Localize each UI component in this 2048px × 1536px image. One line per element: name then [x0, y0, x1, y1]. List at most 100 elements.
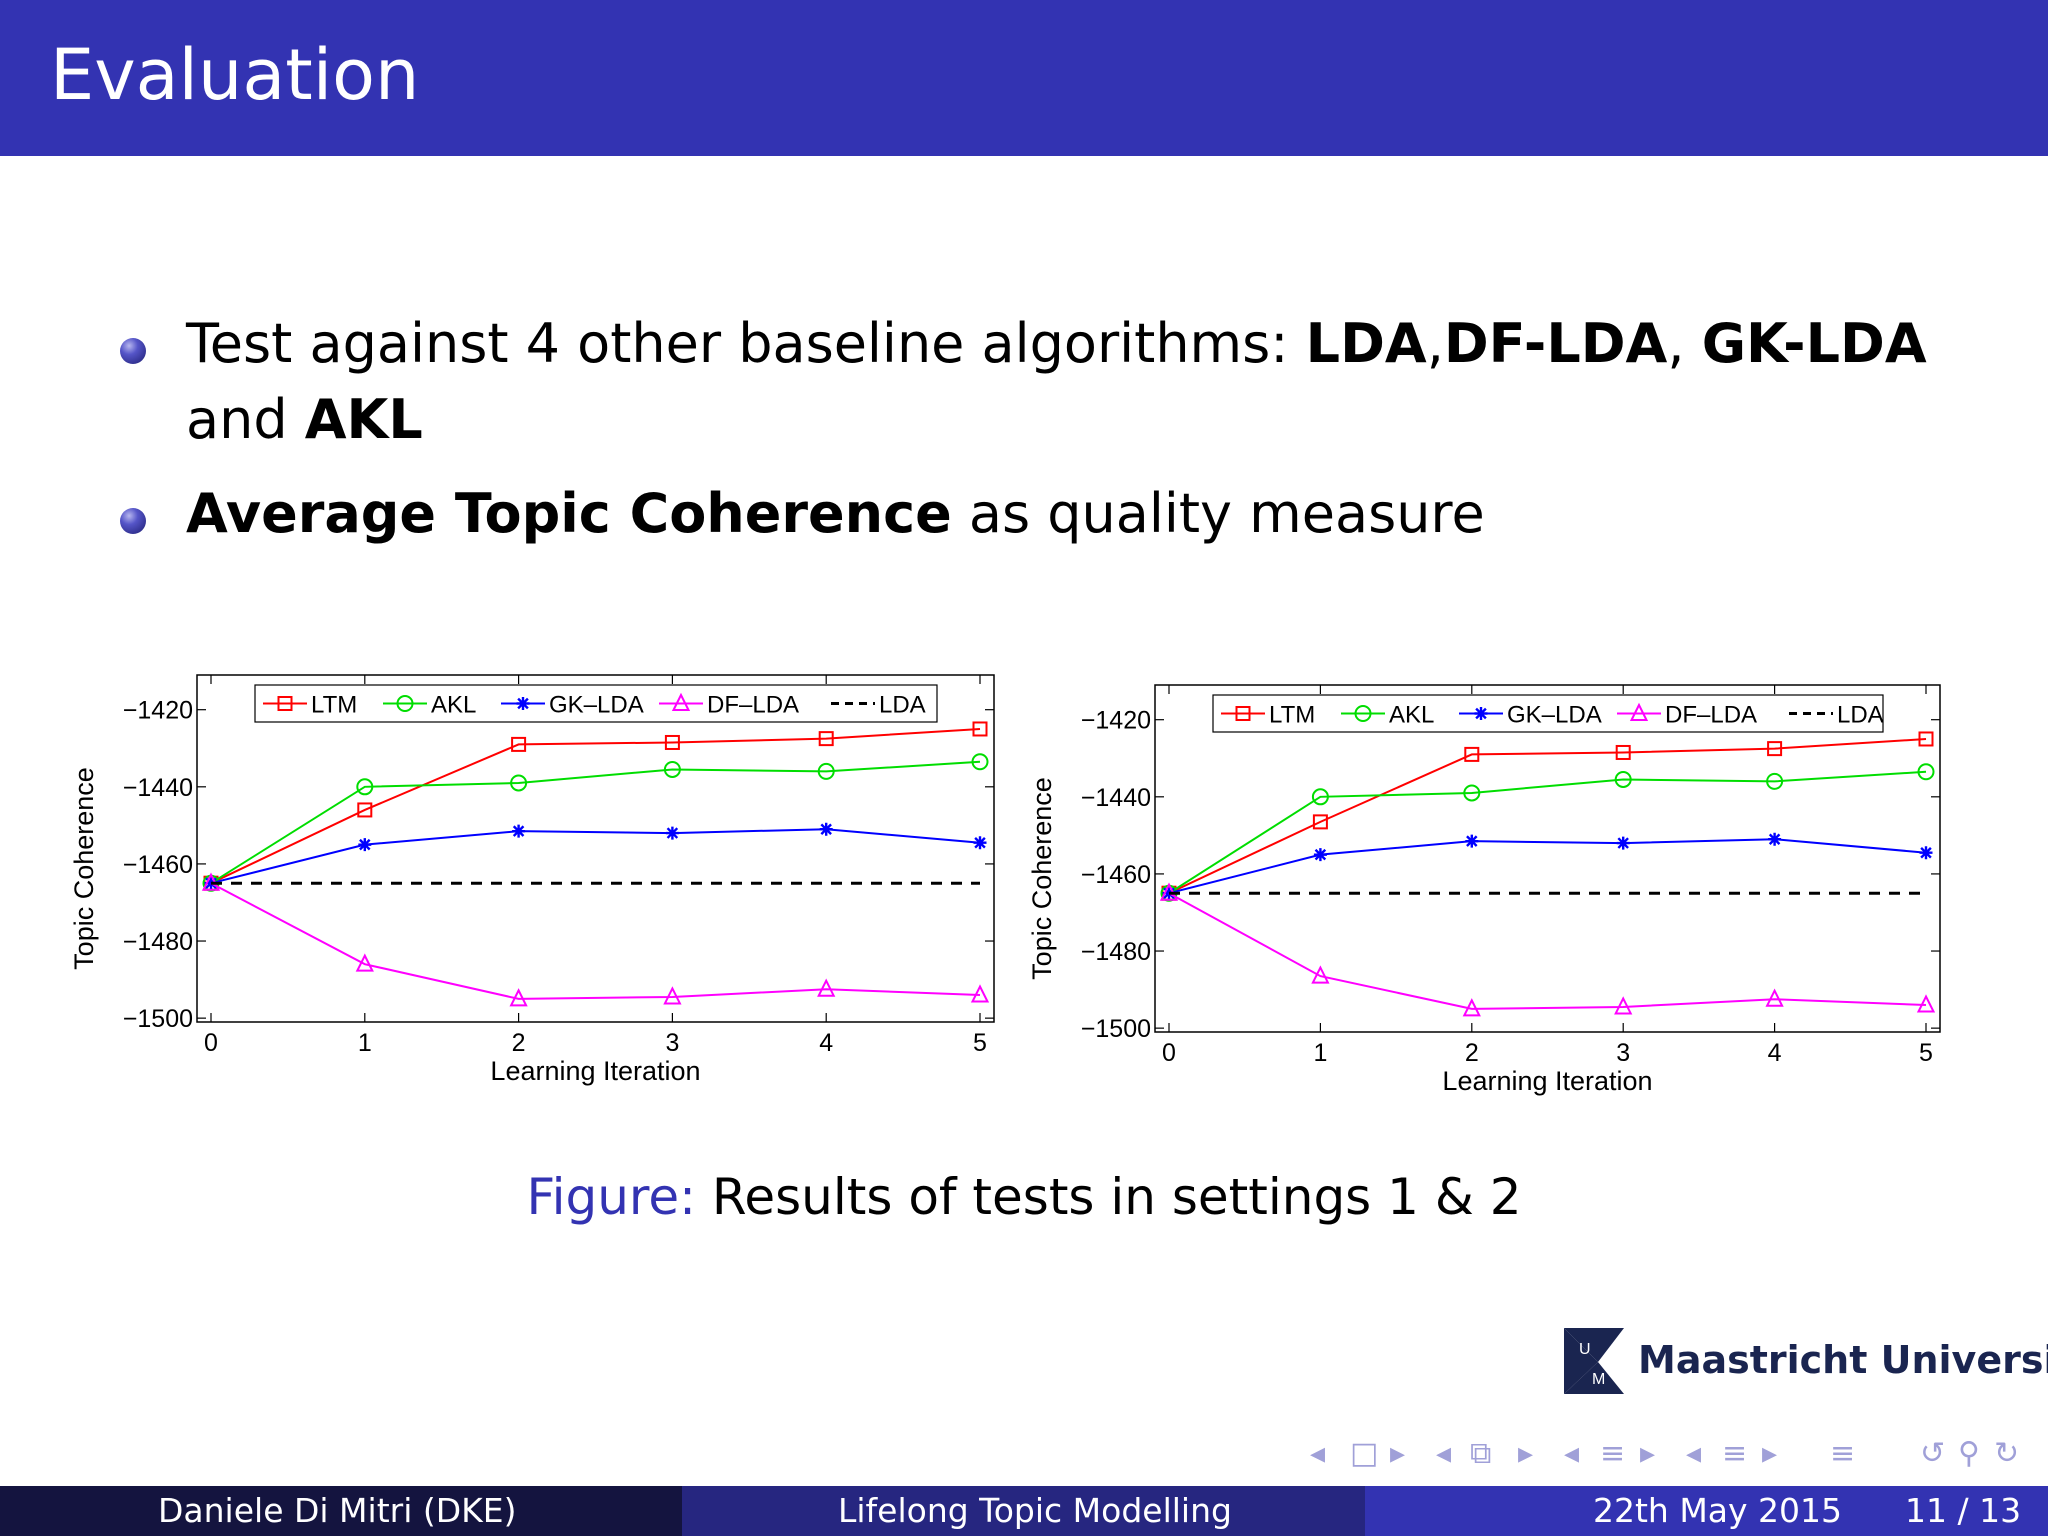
legend-marker	[516, 697, 530, 710]
nav-prev-subsection-icon[interactable]: ◂	[1436, 1436, 1452, 1471]
data-point	[819, 822, 833, 836]
series-ltm	[1161, 731, 1934, 901]
data-point	[817, 762, 835, 780]
nav-next-subsection-icon[interactable]: ▸	[1518, 1436, 1534, 1471]
x-tick-label: 0	[204, 1029, 218, 1057]
legend-label: AKL	[431, 692, 476, 719]
footer-title: Lifelong Topic Modelling	[838, 1491, 1232, 1530]
data-point	[1917, 763, 1935, 781]
y-tick-label: −1440	[1081, 784, 1151, 812]
data-point	[665, 826, 679, 840]
data-point	[1462, 998, 1481, 1017]
plot-area	[1154, 684, 1941, 1033]
footer-author-segment: Daniele Di Mitri (DKE)	[0, 1486, 682, 1536]
bullet-text-line: Average Topic Coherence as quality measu…	[186, 482, 1485, 545]
bullet-text-line1: Test against 4 other baseline algorithms…	[186, 312, 1927, 375]
nav-next-section-icon[interactable]: ▸	[1640, 1436, 1656, 1471]
x-tick-label: 2	[1465, 1039, 1479, 1067]
series-line	[210, 828, 981, 885]
y-axis-label: Topic Coherence	[1027, 777, 1057, 980]
legend-marker	[671, 692, 691, 711]
series-line	[210, 727, 981, 885]
legend-marker	[396, 695, 414, 712]
figure-caption: Figure: Results of tests in settings 1 &…	[0, 1168, 2048, 1226]
beamer-navigation: ◂ □ ▸ ◂ ⧉ ▸ ◂ ≡ ▸ ◂ ≡ ▸ ≡ ↺ ⚲ ↻	[1310, 1436, 2030, 1476]
slide-title: Evaluation	[50, 34, 420, 116]
x-tick-label: 5	[1919, 1039, 1933, 1067]
nav-subsection-icon: ⧉	[1470, 1436, 1492, 1471]
x-tick-label: 1	[358, 1029, 372, 1057]
svg-text:U: U	[1579, 1341, 1591, 1358]
chart-setting-1: −1420 −1440 −1460 −1480 −1500 0 1 2 3 4 5 Learning …	[69, 674, 995, 1086]
data-point	[1465, 834, 1479, 848]
nav-next-frame-icon[interactable]: ▸	[1390, 1436, 1406, 1471]
x-tick-label: 3	[1616, 1039, 1630, 1067]
footer-author: Daniele Di Mitri (DKE)	[158, 1491, 517, 1530]
legend-label: AKL	[1389, 702, 1434, 729]
nav-prev-doc-icon[interactable]: ◂	[1686, 1436, 1702, 1471]
data-point	[1768, 832, 1782, 846]
data-point	[973, 836, 987, 850]
university-logo: U M Maastricht University	[1562, 1322, 2048, 1402]
series-akl	[202, 753, 989, 892]
y-tick-label: −1480	[1081, 938, 1151, 966]
series-dflda	[1159, 882, 1936, 1017]
series-line	[1168, 770, 1927, 895]
data-point	[1767, 741, 1783, 757]
series-line	[1168, 838, 1927, 895]
x-tick-label: 1	[1313, 1039, 1327, 1067]
nav-frame-icon: □	[1350, 1436, 1379, 1471]
data-point	[357, 802, 373, 818]
footer-title-segment: Lifelong Topic Modelling	[682, 1486, 1365, 1536]
y-tick-label: −1420	[123, 697, 193, 725]
data-point	[970, 984, 990, 1003]
figure-caption-text: Results of tests in settings 1 & 2	[695, 1168, 1522, 1226]
nav-search-icon[interactable]: ⚲	[1958, 1436, 1980, 1471]
data-point	[355, 953, 374, 972]
legend-label: LTM	[311, 692, 357, 719]
footer-page-number: 11 / 13	[1905, 1491, 2022, 1530]
y-tick-label: −1500	[1081, 1015, 1151, 1043]
nav-next-doc-icon[interactable]: ▸	[1762, 1436, 1778, 1471]
data-point	[1313, 848, 1327, 862]
series-dflda	[201, 872, 990, 1007]
x-tick-label: 4	[1768, 1039, 1782, 1067]
footer-date: 22th May 2015	[1593, 1491, 1843, 1530]
series-line	[1168, 737, 1927, 895]
nav-prev-section-icon[interactable]: ◂	[1564, 1436, 1580, 1471]
data-point	[1916, 994, 1936, 1013]
x-tick-label: 4	[819, 1029, 833, 1057]
bullet-ball-icon	[120, 508, 146, 534]
series-line	[210, 882, 981, 1000]
data-point	[818, 731, 834, 747]
legend-label: GK–LDA	[549, 692, 644, 719]
data-point	[509, 988, 528, 1007]
data-point	[1919, 846, 1933, 860]
data-point	[1464, 746, 1480, 762]
um-logo-icon: U M	[1564, 1328, 1624, 1394]
data-point	[664, 734, 680, 750]
legend: LTM AKL GK–LDA DF–LDA LDA	[254, 684, 938, 723]
nav-doc-icon: ≡	[1722, 1436, 1748, 1471]
legend-label: LDA	[1837, 702, 1884, 729]
y-tick-label: −1460	[1081, 861, 1151, 889]
y-tick-label: −1480	[123, 928, 193, 956]
data-point	[663, 986, 682, 1005]
nav-section-icon: ≡	[1600, 1436, 1626, 1471]
data-point	[1614, 996, 1633, 1015]
nav-prev-frame-icon[interactable]: ◂	[1310, 1436, 1326, 1471]
nav-forward-icon[interactable]: ↻	[1994, 1436, 2020, 1471]
y-axis-label: Topic Coherence	[69, 767, 99, 970]
footer-date-segment: 22th May 2015 11 / 13	[1365, 1486, 2048, 1536]
legend-marker	[1474, 707, 1488, 720]
data-point	[972, 721, 988, 737]
slide-footer: Daniele Di Mitri (DKE) Lifelong Topic Mo…	[0, 1486, 2048, 1536]
nav-back-icon[interactable]: ↺	[1920, 1436, 1946, 1471]
legend: LTM AKL GK–LDA DF–LDA LDA	[1212, 694, 1884, 733]
data-point	[356, 778, 374, 796]
legend-box	[254, 684, 938, 723]
nav-toc-icon[interactable]: ≡	[1830, 1436, 1856, 1471]
data-point	[510, 774, 528, 792]
data-point	[1463, 784, 1481, 802]
y-tick-label: −1500	[123, 1005, 193, 1033]
